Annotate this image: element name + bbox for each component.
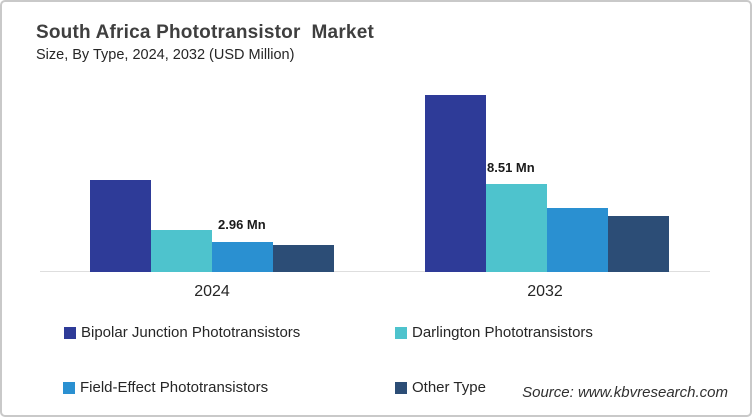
chart-subtitle: Size, By Type, 2024, 2032 (USD Million) [36, 47, 295, 63]
x-axis-line [40, 271, 710, 272]
bar-2024-bipolar-junction-phototransistors [90, 180, 151, 272]
source-credit: Source: www.kbvresearch.com [522, 384, 728, 401]
bar-2032-darlington-phototransistors [486, 184, 547, 272]
data-label-darlington-2024: 2.96 Mn [218, 217, 266, 232]
legend-swatch-field-effect-icon [63, 382, 75, 394]
bar-2032-bipolar-junction-phototransistors [425, 95, 486, 272]
legend-swatch-other-type-icon [395, 382, 407, 394]
bar-2032-field-effect-phototransistors [547, 208, 608, 272]
legend-label-darlington: Darlington Phototransistors [412, 324, 593, 341]
x-axis-label-2024: 2024 [194, 283, 230, 300]
data-label-darlington-2032: 8.51 Mn [487, 160, 535, 175]
legend-label-field-effect: Field-Effect Phototransistors [80, 379, 269, 396]
bar-2024-darlington-phototransistors [151, 230, 212, 272]
x-axis-label-2032: 2032 [527, 283, 563, 300]
bar-2024-field-effect-phototransistors [212, 242, 273, 272]
bar-2032-other-type [608, 216, 669, 272]
legend-label-other-type: Other Type [412, 379, 486, 396]
legend-swatch-darlington-icon [395, 327, 407, 339]
legend-label-bipolar-junction: Bipolar Junction Phototransistors [81, 324, 301, 341]
legend-swatch-bipolar-junction-icon [64, 327, 76, 339]
chart-title: South Africa Phototransistor Market [36, 22, 374, 43]
bar-2024-other-type [273, 245, 334, 272]
